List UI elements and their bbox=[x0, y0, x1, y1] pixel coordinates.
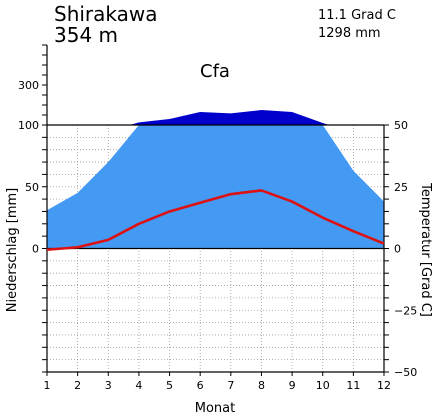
axes bbox=[42, 44, 389, 376]
temperature-series bbox=[46, 189, 385, 252]
left-tick-label: 300 bbox=[18, 79, 39, 92]
x-tick-label: 4 bbox=[135, 379, 142, 392]
right-tick-label: 0 bbox=[394, 243, 401, 256]
x-tick-label: 2 bbox=[74, 379, 81, 392]
mean-temperature: 11.1 Grad C bbox=[318, 8, 396, 23]
climate-classification: Cfa bbox=[200, 61, 230, 82]
x-tick-label: 8 bbox=[258, 379, 265, 392]
right-tick-label: 25 bbox=[394, 181, 408, 194]
right-tick-label: −50 bbox=[394, 366, 417, 379]
left-tick-label: 100 bbox=[18, 119, 39, 132]
y-axis-left-label: Niederschlag [mm] bbox=[5, 188, 20, 313]
x-tick-label: 7 bbox=[227, 379, 234, 392]
x-tick-label: 9 bbox=[289, 379, 296, 392]
annual-precipitation: 1298 mm bbox=[318, 26, 381, 41]
temperature-line bbox=[46, 189, 385, 252]
x-tick-label: 10 bbox=[316, 379, 330, 392]
precipitation-fill bbox=[47, 125, 384, 249]
x-tick-label: 11 bbox=[346, 379, 360, 392]
x-axis-label: Monat bbox=[195, 401, 235, 416]
station-elevation: 354 m bbox=[54, 23, 118, 47]
precipitation-humid-fill bbox=[129, 110, 330, 125]
x-tick-label: 1 bbox=[44, 379, 51, 392]
station-name: Shirakawa bbox=[54, 2, 158, 26]
y-axis-right-label: Temperatur [Grad C] bbox=[418, 182, 433, 317]
x-tick-label: 5 bbox=[166, 379, 173, 392]
x-tick-label: 3 bbox=[105, 379, 112, 392]
left-tick-label: 0 bbox=[32, 243, 39, 256]
right-tick-label: −25 bbox=[394, 304, 417, 317]
right-tick-label: 50 bbox=[394, 119, 408, 132]
left-tick-label: 50 bbox=[25, 181, 39, 194]
x-tick-label: 6 bbox=[197, 379, 204, 392]
x-tick-label: 12 bbox=[377, 379, 391, 392]
precipitation-area bbox=[47, 110, 384, 249]
